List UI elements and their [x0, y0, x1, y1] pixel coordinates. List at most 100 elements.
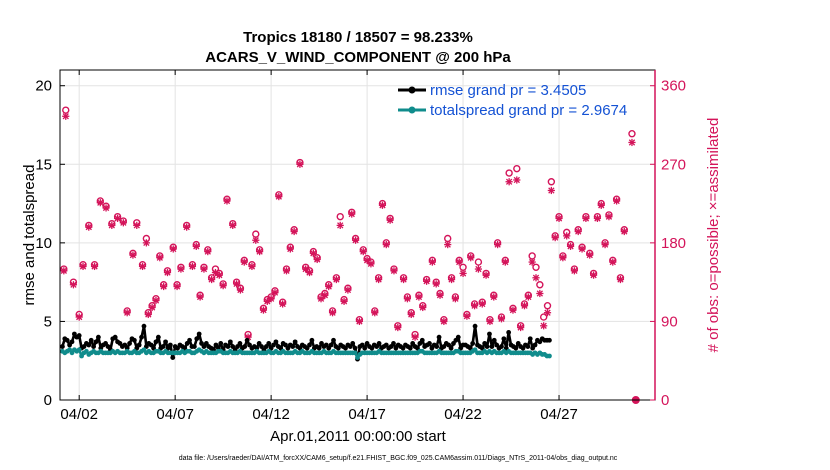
obs-assimilated-point	[403, 295, 412, 303]
obs-star-stroke	[237, 286, 244, 294]
rmse-point	[187, 337, 192, 343]
obs-assimilated-point	[428, 258, 436, 266]
obs-star-stroke	[548, 187, 555, 194]
obs-assimilated-point	[123, 309, 131, 317]
rmse-point	[491, 337, 497, 343]
obs-assimilated-point	[486, 317, 494, 326]
obs-star-stroke	[148, 304, 156, 311]
obs-star-stroke	[229, 222, 236, 229]
rmse-point	[155, 334, 161, 340]
rmse-point	[91, 344, 96, 349]
obs-star-stroke	[502, 258, 509, 266]
obs-star-stroke	[62, 113, 69, 120]
obs-assimilated-point	[551, 234, 559, 242]
obs-star-stroke	[85, 223, 92, 231]
obs-assimilated-point	[79, 262, 87, 271]
y-tick-label-right: 0	[661, 392, 669, 409]
rmse-point	[292, 339, 298, 345]
obs-assimilated-point	[90, 262, 99, 271]
obs-star-stroke	[367, 260, 375, 267]
obs-star-stroke	[216, 271, 223, 279]
obs-assimilated-point	[215, 271, 223, 279]
obs-assimilated-point	[520, 302, 529, 310]
obs-star-stroke	[264, 298, 271, 305]
obs-assimilated-point	[152, 296, 160, 305]
obs-assimilated-point	[160, 282, 168, 291]
obs-assimilated-point	[394, 323, 402, 332]
obs-assimilated-point	[628, 138, 636, 147]
obs-star-stroke	[525, 293, 532, 301]
obs-star-stroke	[302, 265, 309, 273]
obs-star-stroke	[164, 269, 171, 276]
obs-star-stroke	[120, 219, 127, 226]
obs-assimilated-point	[336, 221, 344, 229]
obs-assimilated-point	[517, 323, 525, 332]
obs-assimilated-point	[482, 271, 490, 279]
obs-assimilated-point	[129, 251, 137, 259]
rmse-point	[218, 341, 224, 346]
obs-star-stroke	[173, 283, 181, 290]
obs-assimilated-point	[351, 236, 360, 244]
obs-assimilated-point	[597, 201, 605, 209]
rmse-point	[489, 344, 495, 349]
obs-assimilated-point	[344, 286, 352, 294]
y-tick-label-right: 90	[661, 313, 678, 330]
rmse-point	[242, 344, 248, 349]
rmse-point	[237, 341, 243, 346]
rmse-point	[532, 342, 538, 348]
obs-star-stroke	[139, 263, 146, 270]
obs-star-stroke	[436, 292, 444, 299]
obs-star-stroke	[429, 258, 436, 266]
obs-star-stroke	[404, 295, 411, 302]
obs-star-stroke	[340, 298, 348, 305]
x-tick-label: 04/22	[444, 406, 482, 423]
chart-title-line2: ACARS_V_WIND_COMPONENT @ 200 hPa	[205, 49, 511, 66]
obs-assimilated-point	[605, 213, 613, 221]
rmse-point	[59, 344, 65, 349]
obs-star-stroke	[379, 202, 386, 209]
y-tick-label-right: 180	[661, 235, 686, 252]
obs-assimilated-point	[211, 268, 220, 277]
rmse-point	[376, 341, 382, 346]
obs-assimilated-point	[432, 280, 440, 288]
x-axis-label: Apr.01,2011 00:00:00 start	[270, 428, 447, 445]
obs-assimilated-point	[248, 262, 256, 271]
obs-star-stroke	[275, 193, 282, 200]
obs-star-stroke	[552, 234, 559, 241]
obs-assimilated-point	[382, 241, 390, 249]
obs-assimilated-point	[259, 306, 268, 314]
obs-possible-point	[532, 263, 540, 272]
obs-star-stroke	[114, 215, 121, 222]
obs-star-stroke	[544, 309, 551, 316]
rmse-point	[194, 336, 200, 342]
obs-possible-point	[513, 164, 521, 173]
obs-star-stroke	[200, 265, 208, 273]
obs-assimilated-point	[566, 242, 575, 250]
obs-star-stroke	[283, 267, 290, 274]
rmse-point	[86, 342, 92, 348]
obs-star-stroke	[628, 139, 636, 146]
obs-star-stroke	[248, 263, 256, 270]
obs-star-stroke	[598, 202, 605, 209]
obs-possible-point	[505, 169, 513, 177]
obs-assimilated-point	[419, 303, 427, 312]
obs-star-stroke	[344, 286, 352, 294]
obs-star-stroke	[193, 243, 200, 250]
obs-assimilated-point	[173, 282, 181, 291]
obs-star-stroke	[129, 251, 137, 259]
obs-assimilated-point	[586, 251, 594, 259]
rmse-point	[307, 342, 312, 348]
obs-assimilated-point	[411, 333, 419, 341]
chart-title-line1: Tropics 18180 / 18507 = 98.233%	[243, 29, 473, 46]
obs-assimilated-point	[478, 300, 486, 308]
rmse-point	[127, 341, 132, 346]
obs-star-stroke	[177, 265, 185, 273]
obs-assimilated-point	[208, 275, 216, 284]
obs-star-stroke	[617, 276, 624, 283]
obs-star-stroke	[252, 237, 259, 244]
rmse-point	[434, 344, 440, 349]
obs-assimilated-point	[501, 258, 509, 266]
obs-assimilated-point	[142, 239, 150, 247]
